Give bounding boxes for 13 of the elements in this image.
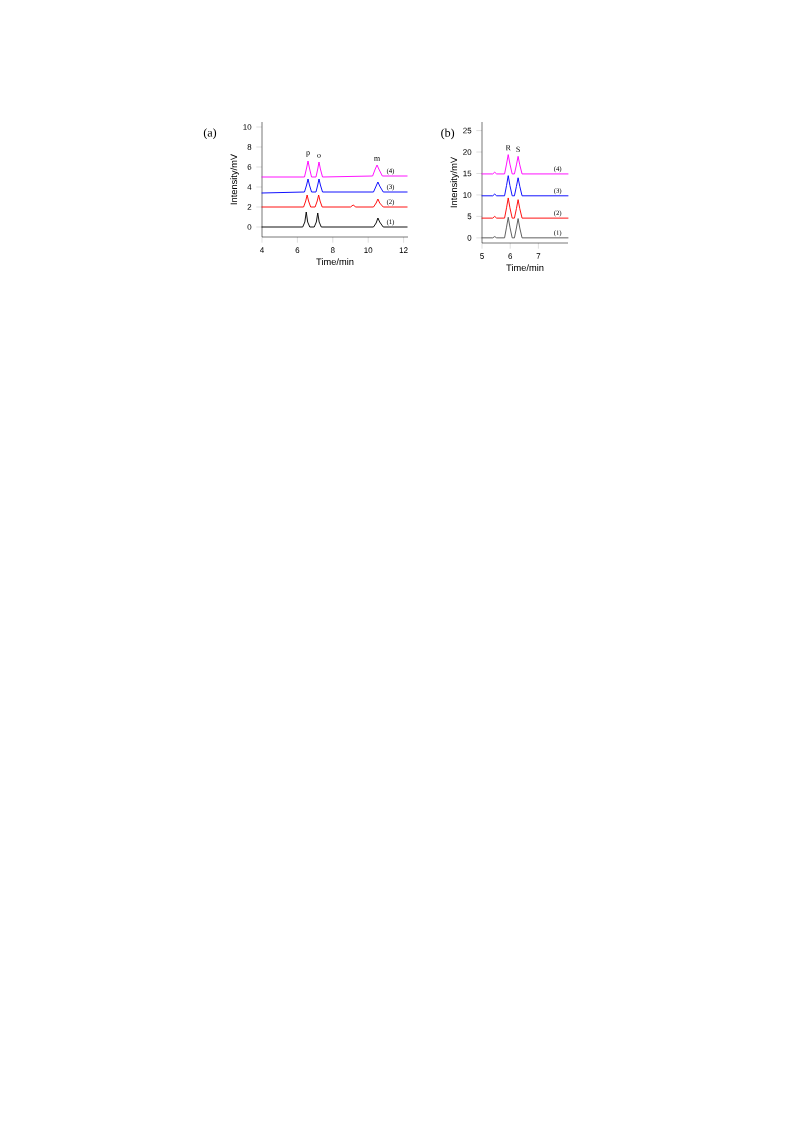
y-axis-title: Intensity/mV: [450, 156, 459, 208]
line-series: [261, 178, 408, 194]
line-series: [261, 160, 408, 178]
y-axis-title: Intensity/mV: [230, 153, 239, 205]
line-series: [481, 197, 569, 219]
line-series: [481, 216, 569, 239]
line-series: [481, 154, 569, 175]
x-axis-title: Time/min: [316, 258, 354, 265]
line-series: [261, 194, 408, 208]
text: (b): [441, 128, 455, 140]
line-series: [481, 175, 569, 197]
text: (a): [203, 128, 217, 140]
x-axis-title: Time/min: [506, 264, 544, 271]
